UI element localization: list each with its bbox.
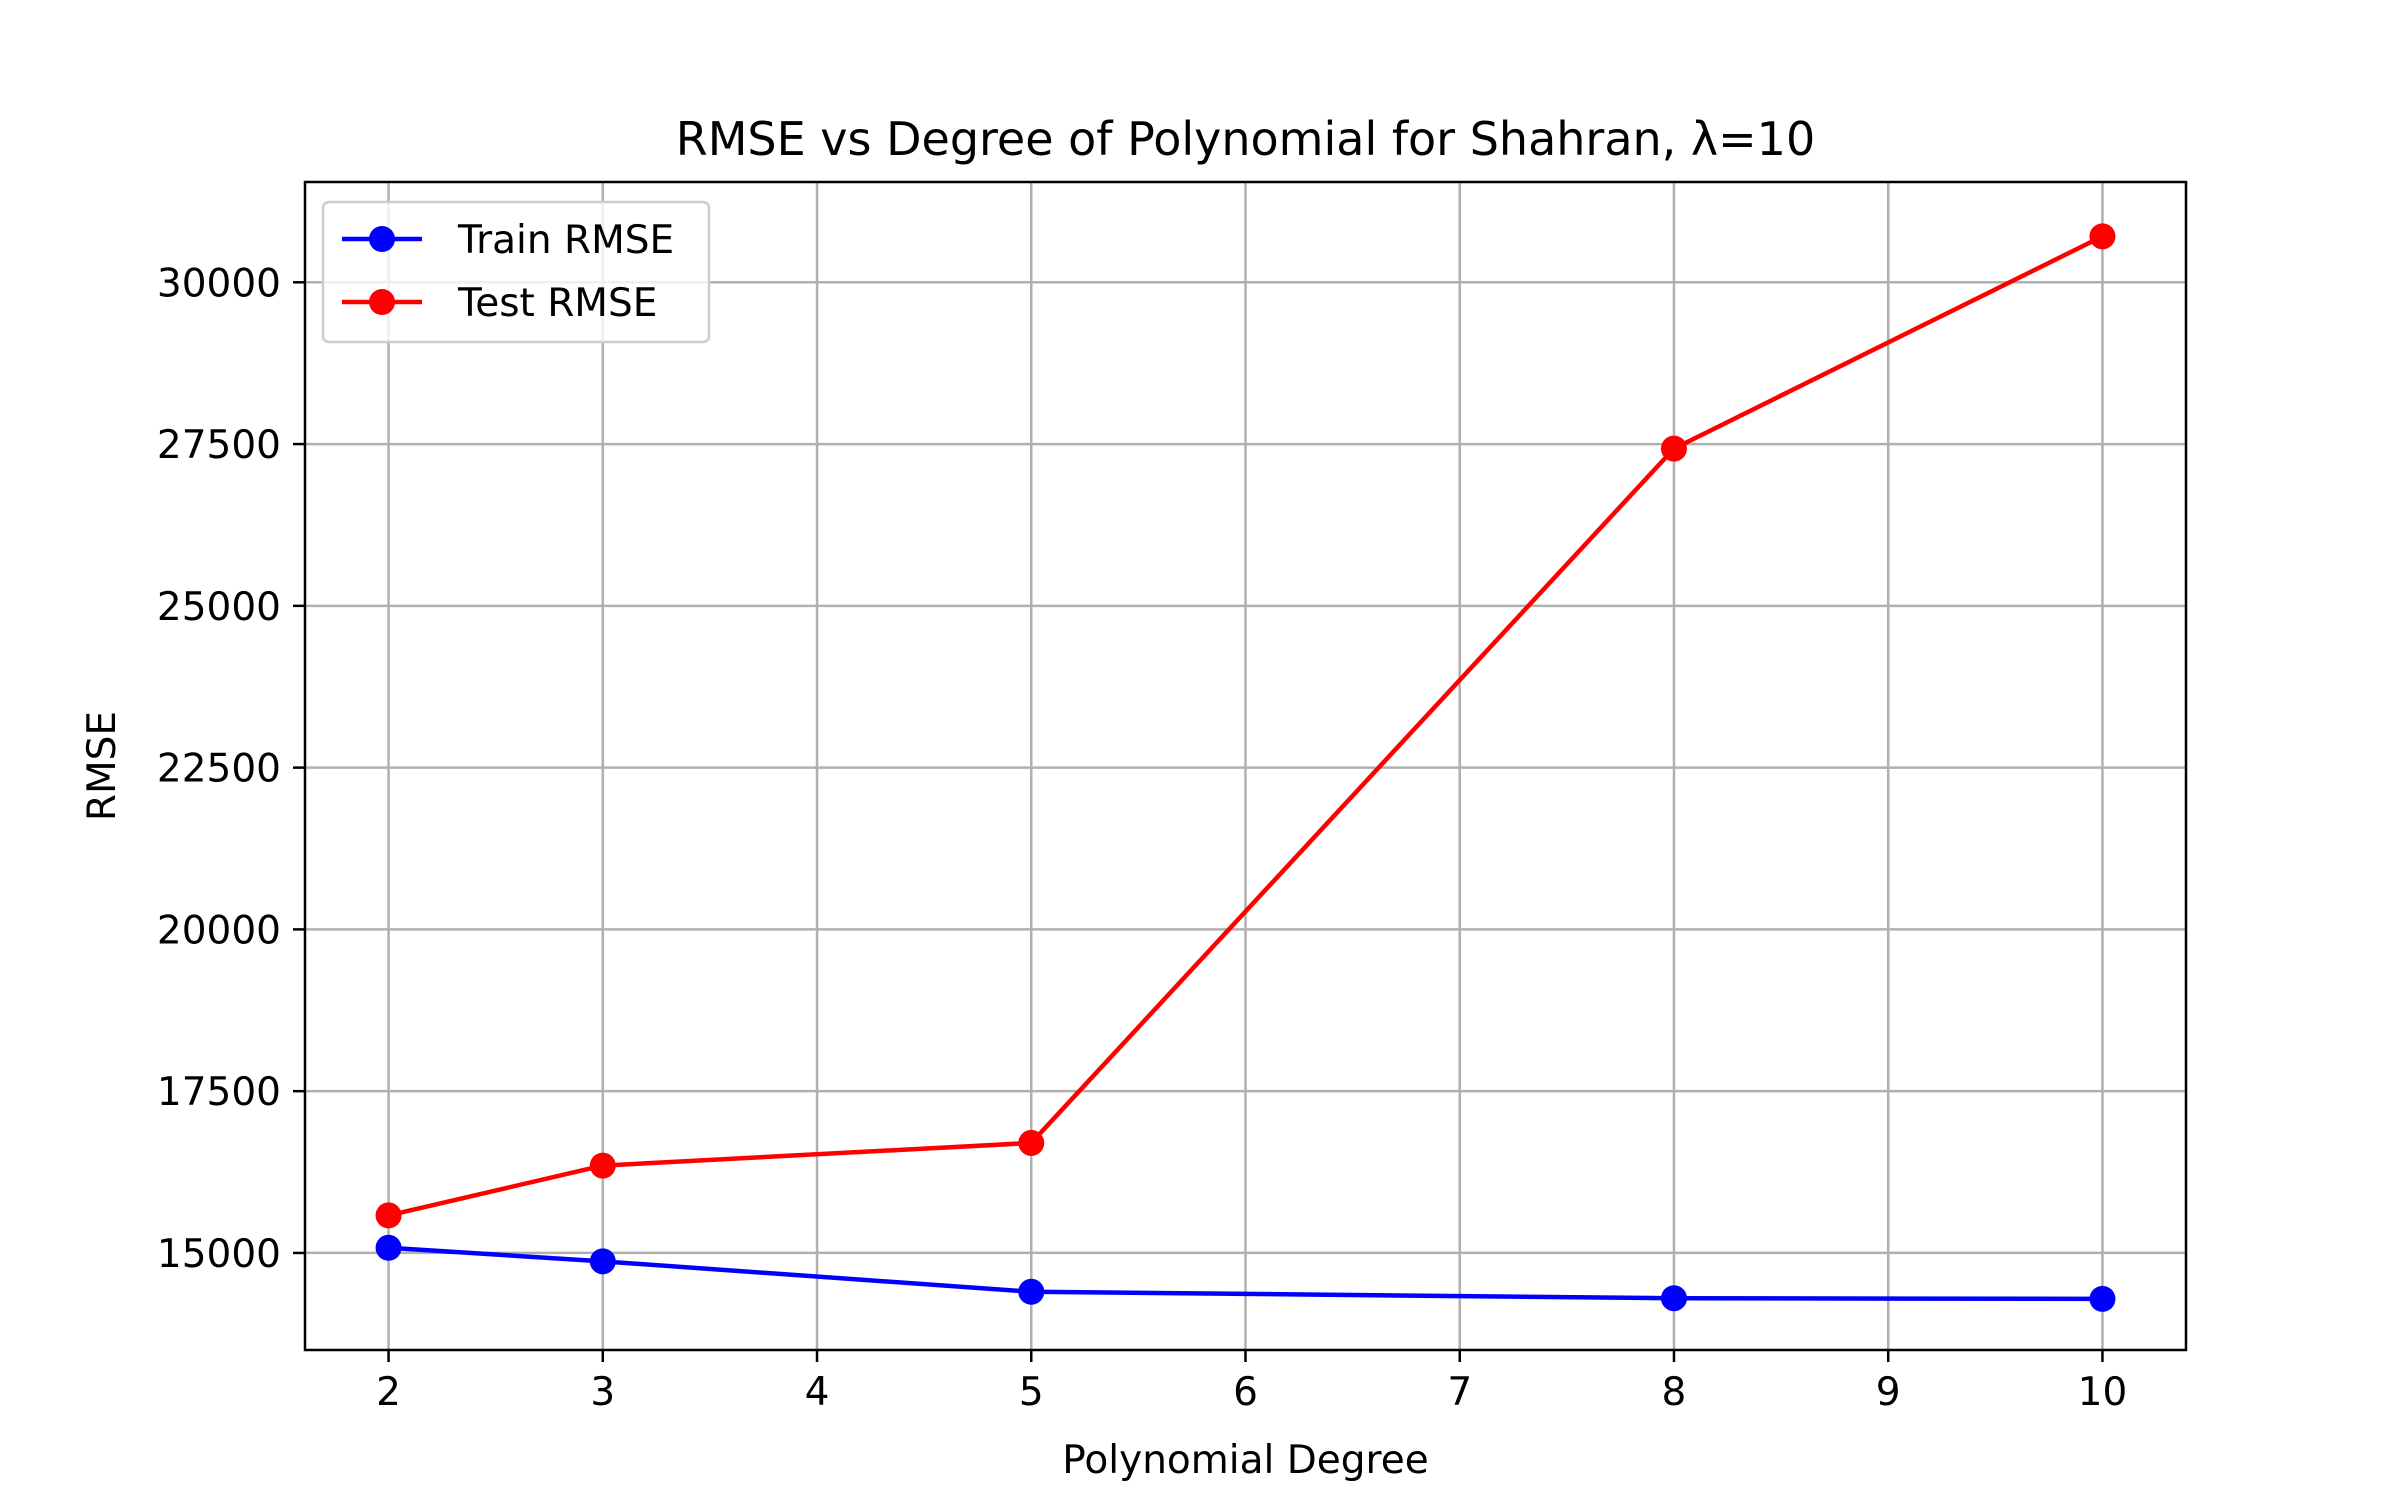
legend-train-rmse-marker	[369, 226, 395, 252]
train-rmse-point	[2089, 1285, 2116, 1312]
y-tick-label: 15000	[157, 1232, 281, 1277]
legend-test-rmse-marker	[369, 289, 395, 315]
y-tick-label: 17500	[157, 1070, 281, 1115]
train-rmse-point	[375, 1234, 402, 1261]
x-tick-label: 9	[1876, 1370, 1901, 1415]
y-axis-label: RMSE	[80, 711, 125, 821]
test-rmse-point	[589, 1152, 616, 1179]
legend: Train RMSE Test RMSE	[321, 200, 711, 344]
grid-lines	[305, 182, 2186, 1350]
x-tick-label: 3	[590, 1370, 615, 1415]
x-tick-label: 5	[1019, 1370, 1044, 1415]
x-tick-label: 7	[1447, 1370, 1472, 1415]
test-rmse-point	[1660, 435, 1687, 462]
y-tick-label: 25000	[157, 585, 281, 630]
y-tick-label: 20000	[157, 908, 281, 953]
x-tick-label: 8	[1662, 1370, 1687, 1415]
test-rmse-point	[375, 1202, 402, 1229]
x-tick-label: 6	[1233, 1370, 1258, 1415]
train-rmse-point	[589, 1248, 616, 1275]
x-axis-label: Polynomial Degree	[1062, 1438, 1428, 1483]
x-tick-label: 10	[2078, 1370, 2128, 1415]
y-tick-label: 22500	[157, 747, 281, 792]
axis-ticks: 2 3 4 5 6 7 8 9 10 15000 17500 20000 22500 25000 27500…	[157, 261, 2127, 1415]
y-tick-label: 30000	[157, 261, 281, 306]
test-rmse-point	[2089, 223, 2116, 250]
y-tick-label: 27500	[157, 423, 281, 468]
data-series	[375, 223, 2116, 1312]
x-tick-label: 2	[376, 1370, 401, 1415]
test-rmse-point	[1018, 1129, 1045, 1156]
train-rmse-point	[1660, 1285, 1687, 1312]
train-rmse-point	[1018, 1278, 1045, 1305]
legend-train-rmse-label: Train RMSE	[457, 218, 674, 263]
legend-test-rmse-label: Test RMSE	[457, 281, 657, 326]
x-tick-label: 4	[805, 1370, 830, 1415]
chart-title: RMSE vs Degree of Polynomial for Shahran…	[676, 112, 1815, 166]
